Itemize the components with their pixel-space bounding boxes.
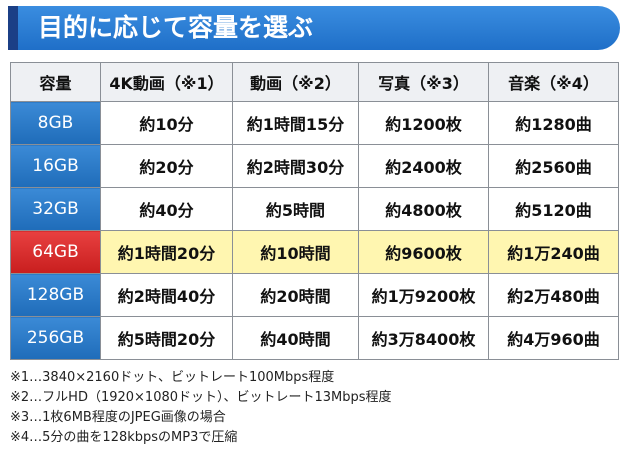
notes: ※1…3840×2160ドット、ビットレート100Mbps程度 ※2…フルHD（1… xyxy=(10,368,392,448)
header-row: 容量 4K動画（※1） 動画（※2） 写真（※3） 音楽（※4） xyxy=(10,62,619,102)
capacity-cell: 8GB xyxy=(10,101,101,145)
table-cell: 約1時間15分 xyxy=(232,101,359,145)
table-cell: 約1時間20分 xyxy=(100,230,233,274)
note: ※2…フルHD（1920×1080ドット）、ビットレート13Mbps程度 xyxy=(10,390,392,405)
capacity-cell: 16GB xyxy=(10,144,101,188)
table-cell: 約1万9200枚 xyxy=(358,273,489,317)
table-cell: 約2時間30分 xyxy=(232,144,359,188)
table-cell: 約9600枚 xyxy=(358,230,489,274)
table-cell: 約2400枚 xyxy=(358,144,489,188)
table-cell: 約40分 xyxy=(100,187,233,231)
table-row: 16GB 約20分 約2時間30分 約2400枚 約2560曲 xyxy=(10,144,619,188)
capacity-table: 容量 4K動画（※1） 動画（※2） 写真（※3） 音楽（※4） 8GB 約10分 約1時間… xyxy=(10,62,619,360)
table-cell: 約4800枚 xyxy=(358,187,489,231)
table-row: 8GB 約10分 約1時間15分 約1200枚 約1280曲 xyxy=(10,101,619,145)
table-cell: 約5120曲 xyxy=(488,187,619,231)
header-cell: 写真（※3） xyxy=(358,62,489,102)
note: ※4…5分の曲を128kbpsのMP3で圧縮 xyxy=(10,430,238,445)
table-cell: 約20分 xyxy=(100,144,233,188)
header-cell: 容量 xyxy=(10,62,101,102)
table-cell: 約2時間40分 xyxy=(100,273,233,317)
table-cell: 約20時間 xyxy=(232,273,359,317)
note: ※3…1枚6MB程度のJPEG画像の場合 xyxy=(10,410,226,425)
table-row: 32GB 約40分 約5時間 約4800枚 約5120曲 xyxy=(10,187,619,231)
table-cell: 約10分 xyxy=(100,101,233,145)
table-cell: 約5時間 xyxy=(232,187,359,231)
table-row: 64GB 約1時間20分 約10時間 約9600枚 約1万240曲 xyxy=(10,230,619,274)
table-cell: 約5時間20分 xyxy=(100,316,233,360)
table-cell: 約40時間 xyxy=(232,316,359,360)
table-cell: 約4万960曲 xyxy=(488,316,619,360)
header-cell: 音楽（※4） xyxy=(488,62,619,102)
table-body: 8GB 約10分 約1時間15分 約1200枚 約1280曲 16GB 約20分 約2時間30… xyxy=(10,101,619,360)
capacity-cell: 32GB xyxy=(10,187,101,231)
table-cell: 約3万8400枚 xyxy=(358,316,489,360)
table-row: 256GB 約5時間20分 約40時間 約3万8400枚 約4万960曲 xyxy=(10,316,619,360)
capacity-cell: 128GB xyxy=(10,273,101,317)
table-row: 128GB 約2時間40分 約20時間 約1万9200枚 約2万480曲 xyxy=(10,273,619,317)
note: ※1…3840×2160ドット、ビットレート100Mbps程度 xyxy=(10,370,335,385)
table-cell: 約1200枚 xyxy=(358,101,489,145)
table-cell: 約10時間 xyxy=(232,230,359,274)
capacity-cell: 256GB xyxy=(10,316,101,360)
table-cell: 約2万480曲 xyxy=(488,273,619,317)
capacity-cell: 64GB xyxy=(10,230,101,274)
table-cell: 約1280曲 xyxy=(488,101,619,145)
table-cell: 約2560曲 xyxy=(488,144,619,188)
table-cell: 約1万240曲 xyxy=(488,230,619,274)
header-cell: 4K動画（※1） xyxy=(100,62,233,102)
header-cell: 動画（※2） xyxy=(232,62,359,102)
title-banner: 目的に応じて容量を選ぶ xyxy=(8,6,620,50)
